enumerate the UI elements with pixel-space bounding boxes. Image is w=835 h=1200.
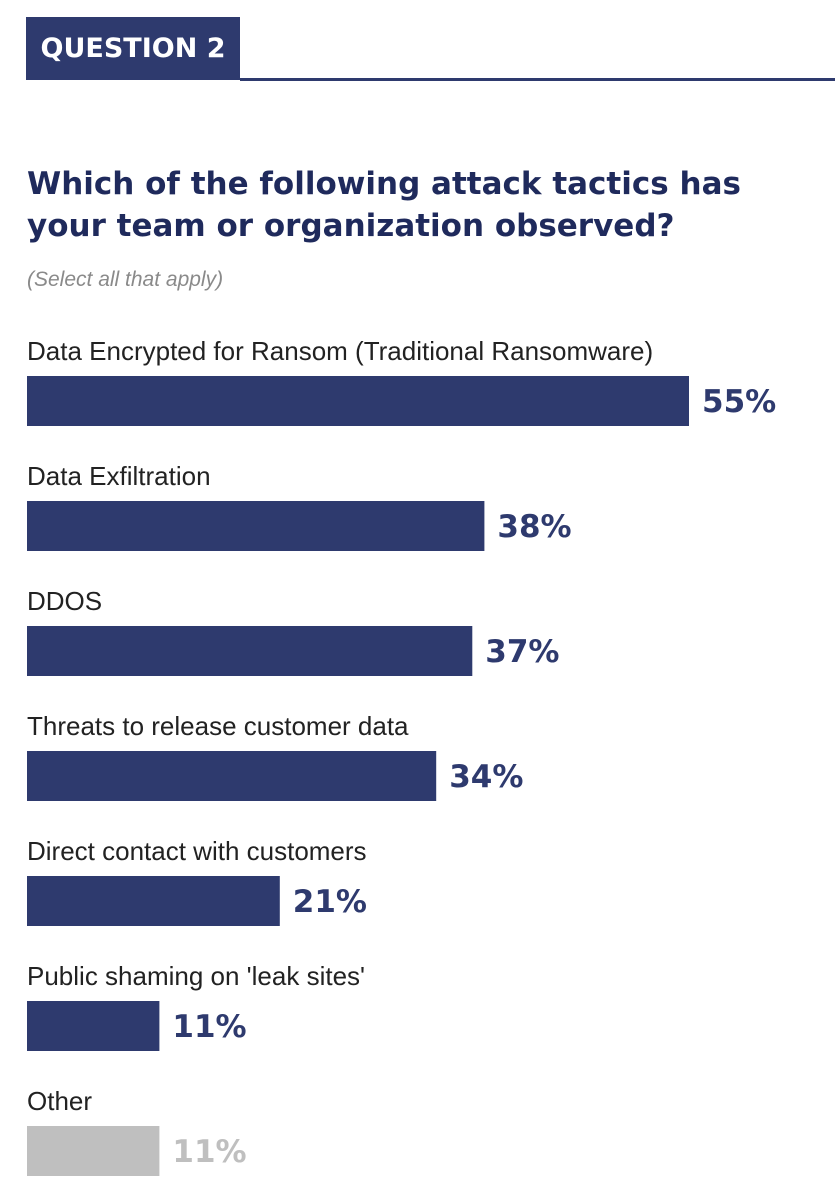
value-label: 55%	[702, 384, 776, 420]
value-label: 34%	[449, 759, 523, 795]
value-label: 21%	[293, 884, 367, 920]
bar	[27, 376, 689, 426]
bar	[27, 501, 485, 551]
value-label: 38%	[497, 509, 571, 545]
bar	[27, 1126, 160, 1176]
category-label: Threats to release customer data	[27, 711, 409, 741]
bar	[27, 626, 473, 676]
category-label: DDOS	[27, 586, 102, 616]
category-label: Other	[27, 1086, 92, 1116]
value-label: 37%	[485, 634, 559, 670]
chart-subtitle: (Select all that apply)	[27, 268, 224, 291]
header-divider	[240, 78, 835, 81]
bar	[27, 1001, 160, 1051]
bar	[27, 751, 437, 801]
category-label: Data Encrypted for Ransom (Traditional R…	[27, 336, 653, 366]
value-label: 11%	[172, 1134, 246, 1170]
bar	[27, 876, 280, 926]
chart-title: Which of the following attack tactics ha…	[27, 166, 741, 244]
category-label: Direct contact with customers	[27, 836, 367, 866]
category-label: Public shaming on 'leak sites'	[27, 961, 365, 991]
value-label: 11%	[172, 1009, 246, 1045]
question-badge: QUESTION 2	[26, 17, 240, 80]
category-label: Data Exfiltration	[27, 461, 211, 491]
